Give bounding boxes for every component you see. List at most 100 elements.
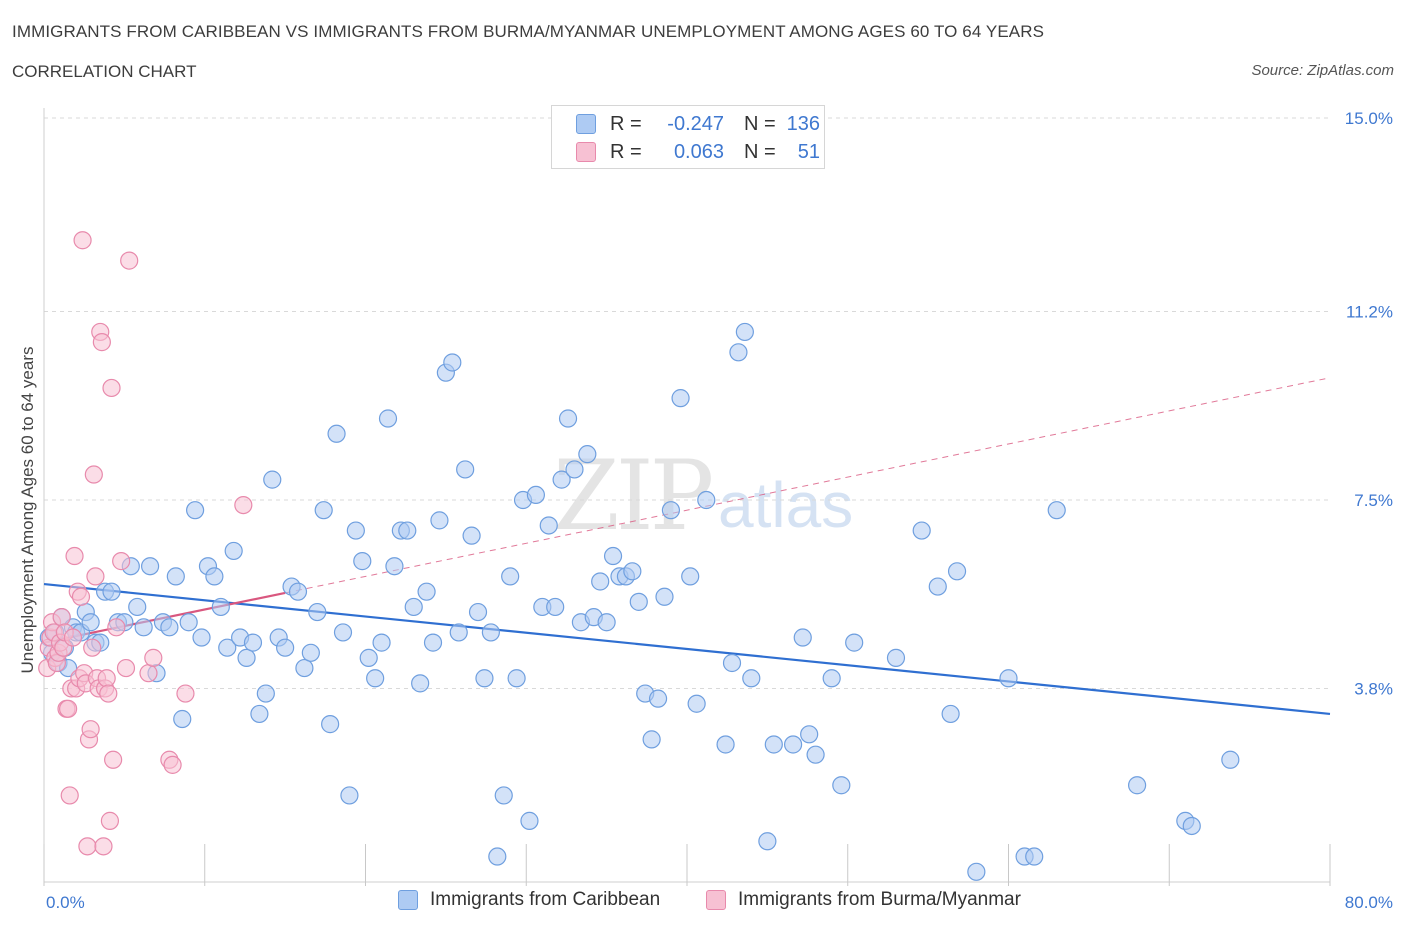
legend-swatch-pink [706, 890, 726, 910]
data-point-burma [60, 786, 79, 805]
data-point-caribbean [822, 669, 841, 688]
data-point-burma [99, 684, 118, 703]
y-tick-label: 11.2% [1346, 303, 1393, 322]
data-point-caribbean [256, 684, 275, 703]
legend-item-burma: Immigrants from Burma/Myanmar [706, 889, 1021, 911]
data-point-caribbean [742, 669, 761, 688]
data-point-burma [163, 755, 182, 774]
data-point-caribbean [468, 602, 488, 622]
data-point-caribbean [947, 562, 967, 581]
data-point-caribbean [411, 674, 430, 693]
data-point-burma [81, 720, 100, 739]
data-point-caribbean [385, 557, 404, 576]
data-point-caribbean [800, 725, 819, 744]
y-tick-label: 15.0% [1345, 109, 1393, 128]
data-point-burma [116, 658, 136, 678]
data-point-caribbean [764, 735, 783, 754]
data-point-caribbean [218, 638, 237, 657]
legend-label-caribbean: Immigrants from Caribbean [430, 889, 661, 910]
data-point-burma [84, 465, 103, 484]
data-point-caribbean [276, 638, 295, 657]
legend-row-burma: R = 0.063 N = 51 [576, 140, 820, 164]
data-point-caribbean [591, 572, 610, 591]
data-point-caribbean [140, 557, 160, 576]
data-point-caribbean [423, 633, 443, 652]
data-point-caribbean [263, 470, 282, 489]
data-point-caribbean [697, 490, 716, 510]
data-point-burma [78, 837, 97, 856]
data-point-caribbean [629, 592, 648, 611]
data-point-caribbean [832, 776, 851, 795]
legend-swatch-pink [576, 142, 596, 162]
data-point-caribbean [539, 516, 558, 535]
data-point-caribbean [722, 653, 742, 673]
data-point-caribbean [166, 567, 185, 586]
data-point-caribbean [449, 623, 468, 642]
data-point-caribbean [475, 669, 494, 688]
source-label: Source: ZipAtlas.com [1251, 62, 1394, 79]
legend-r-value: -0.247 [667, 112, 724, 135]
data-point-caribbean [1047, 501, 1066, 520]
data-point-caribbean [134, 618, 153, 637]
data-point-burma [176, 684, 195, 703]
data-point-caribbean [793, 628, 812, 647]
data-point-caribbean [243, 633, 263, 652]
data-point-caribbean [488, 847, 507, 866]
data-point-caribbean [173, 709, 192, 729]
stats-legend: R = -0.247 N = 136 R = 0.063 N = 51 [551, 105, 825, 169]
data-point-caribbean [404, 597, 423, 617]
data-point-burma [65, 546, 84, 566]
points-layer [38, 231, 1240, 881]
data-point-caribbean [128, 597, 147, 617]
legend-label-burma: Immigrants from Burma/Myanmar [738, 889, 1021, 910]
data-point-caribbean [671, 389, 690, 408]
legend-item-caribbean: Immigrants from Caribbean [398, 889, 660, 911]
data-point-burma [97, 669, 116, 688]
data-point-burma [112, 552, 131, 571]
data-point-caribbean [912, 521, 931, 540]
data-point-caribbean [301, 643, 320, 662]
trendline-caribbean [43, 582, 1331, 716]
data-point-caribbean [597, 613, 616, 632]
data-point-burma [59, 699, 78, 718]
axis-layer [43, 108, 1331, 886]
data-point-caribbean [999, 669, 1018, 688]
legend-n-value: 136 [786, 112, 820, 135]
data-point-caribbean [250, 704, 269, 724]
data-point-caribbean [224, 541, 243, 561]
data-point-burma [83, 638, 102, 657]
data-point-caribbean [806, 745, 825, 764]
trendline-burma-dashed [285, 377, 1331, 594]
data-point-caribbean [603, 546, 623, 566]
data-point-caribbean [340, 786, 359, 805]
data-point-caribbean [1127, 776, 1147, 795]
data-point-caribbean [288, 582, 308, 601]
data-point-burma [100, 811, 120, 830]
data-point-caribbean [81, 613, 100, 632]
data-point-burma [63, 628, 83, 647]
data-point-caribbean [211, 597, 230, 617]
data-point-burma [94, 837, 113, 856]
data-point-caribbean [501, 567, 520, 586]
chart-title: IMMIGRANTS FROM CARIBBEAN VS IMMIGRANTS … [12, 22, 1045, 41]
data-point-caribbean [928, 577, 947, 596]
data-point-caribbean [716, 735, 735, 754]
data-point-caribbean [333, 623, 353, 642]
x-tick-label: 80.0% [1345, 893, 1393, 912]
data-point-caribbean [417, 582, 436, 601]
data-point-caribbean [735, 322, 754, 342]
legend-row-caribbean: R = -0.247 N = 136 [576, 112, 820, 136]
legend-r-label: R = [610, 140, 642, 163]
data-point-caribbean [456, 460, 475, 479]
data-point-burma [234, 495, 253, 515]
data-point-caribbean [758, 832, 777, 851]
data-point-caribbean [160, 618, 179, 637]
legend-swatch-blue [398, 890, 418, 910]
data-point-caribbean [546, 597, 565, 617]
data-point-caribbean [378, 409, 398, 428]
y-tick-label: 7.5% [1354, 491, 1393, 510]
data-point-caribbean [372, 633, 391, 652]
data-point-caribbean [205, 567, 224, 586]
x-tick-label: 0.0% [46, 893, 85, 912]
legend-n-label: N = [744, 112, 776, 135]
